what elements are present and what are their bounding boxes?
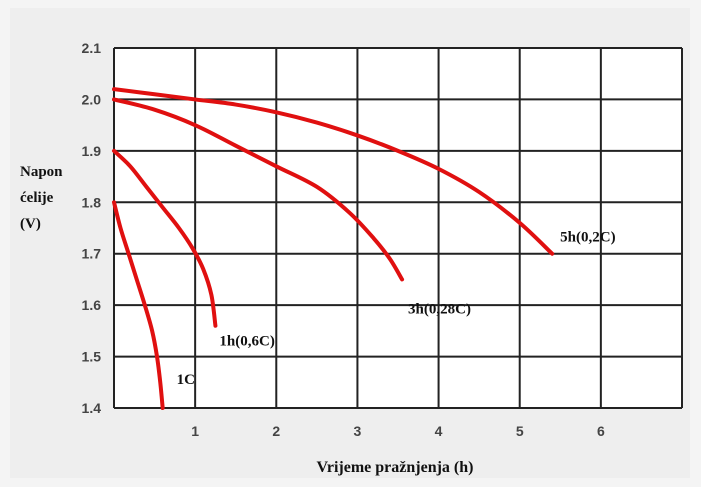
y-axis-label-line-2: ćelije <box>20 190 54 206</box>
y-tick-label: 2.0 <box>82 91 102 107</box>
series-label: 1C <box>177 372 195 388</box>
series-labels: 1C 1h(0,6C) 3h(0,28C) 5h(0,2C) <box>177 230 616 388</box>
x-tick-label: 2 <box>272 423 280 439</box>
y-tick-label: 1.6 <box>82 297 102 313</box>
y-axis-label-line-3: (V) <box>20 216 41 232</box>
series-label: 5h(0,2C) <box>560 230 615 246</box>
series-line <box>112 200 165 410</box>
x-axis-label: Vrijeme pražnjenja (h) <box>317 459 474 476</box>
series-label: 3h(0,28C) <box>408 301 471 317</box>
x-tick-label: 4 <box>435 423 443 439</box>
series-lines <box>112 87 555 410</box>
x-tick-label: 5 <box>516 423 524 439</box>
plot-area <box>114 48 682 408</box>
x-tick-label: 3 <box>354 423 362 439</box>
series-line <box>112 97 405 282</box>
series-line <box>112 87 555 256</box>
y-tick-label: 1.7 <box>82 246 102 262</box>
x-tick-labels: 1 2 3 4 5 6 <box>191 423 605 439</box>
x-tick-label: 1 <box>191 423 199 439</box>
y-axis-label-line-1: Napon <box>20 164 63 180</box>
y-tick-label: 1.9 <box>82 143 102 159</box>
x-tick-label: 6 <box>597 423 605 439</box>
y-tick-label: 1.5 <box>82 349 102 365</box>
gridlines <box>113 47 683 409</box>
series-label: 1h(0,6C) <box>219 334 274 350</box>
y-tick-labels: 1.4 1.5 1.6 1.7 1.8 1.9 2.0 2.1 <box>82 40 102 416</box>
y-tick-label: 1.8 <box>82 194 102 210</box>
y-tick-label: 1.4 <box>82 400 102 416</box>
series-line <box>112 148 218 328</box>
y-tick-label: 2.1 <box>82 40 102 56</box>
